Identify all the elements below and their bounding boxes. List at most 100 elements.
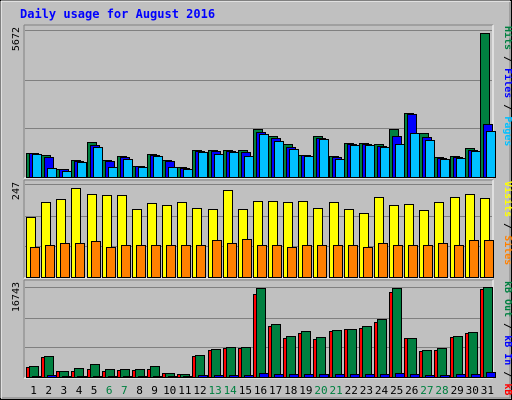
kbf-kbin-kbout-bar-kb-in (138, 376, 148, 378)
kbf-kbin-kbout-bar-kb-in (365, 374, 375, 378)
visits-sites-bar-sites (408, 245, 418, 278)
x-tick-label: 16 (254, 384, 267, 397)
kbf-kbin-kbout-bar-kb-in (486, 372, 496, 378)
visits-sites-bar-sites (91, 241, 101, 278)
x-tick-label: 30 (466, 384, 479, 397)
pages-files-hits-legend: Hits / Files / Pages (502, 26, 512, 146)
visits-sites-legend-item: Sites (502, 235, 512, 265)
kbf-kbin-kbout-bar-kb-in (440, 375, 450, 378)
kbf-kbin-kbout-bar-kb-out (211, 349, 221, 378)
pages-files-hits-bar-pages (319, 139, 329, 178)
visits-sites-bar-sites (302, 245, 312, 278)
x-tick-label: 10 (163, 384, 176, 397)
kbf-kbin-kbout-bar-kb-out (468, 332, 478, 378)
x-tick-label: 15 (239, 384, 252, 397)
x-tick-label: 14 (224, 384, 238, 397)
pages-files-hits-bar-pages (365, 145, 375, 178)
kbf-kbin-kbout-bar-kb-out (90, 364, 100, 378)
kbf-kbin-kbout-bar-kb-out (483, 287, 493, 378)
x-tick-label: 13 (208, 384, 221, 397)
kbf-kbin-kbout-bar-kb-out (332, 330, 342, 378)
pages-files-hits-bar-pages (425, 140, 435, 178)
x-tick-label: 3 (60, 384, 67, 397)
x-tick-label: 27 (420, 384, 433, 397)
kbf-kbin-kbout-legend-separator: / (502, 365, 512, 383)
x-tick-label: 24 (375, 384, 389, 397)
pages-files-hits-bar-pages (244, 156, 254, 178)
pages-files-hits-bar-pages (380, 147, 390, 178)
visits-sites-bar-sites (45, 245, 55, 278)
kbf-kbin-kbout-bar-kb-in (425, 375, 435, 378)
kbf-kbin-kbout-legend-item: kB Out (502, 281, 512, 317)
pages-files-hits-bar-pages (62, 171, 72, 178)
visits-sites-bar-sites (227, 243, 237, 278)
visits-sites-bar-sites (363, 247, 373, 278)
kbf-kbin-kbout-bar-kb-in (289, 374, 299, 378)
x-tick-label: 7 (121, 384, 128, 397)
kbf-kbin-kbout-bar-kb-in (168, 376, 178, 378)
x-tick-label: 28 (435, 384, 448, 397)
pages-files-hits-bar-pages (93, 147, 103, 178)
kbf-kbin-kbout-bar-kb-in (198, 375, 208, 378)
visits-sites-bar-sites (272, 245, 282, 278)
x-tick-label: 19 (299, 384, 312, 397)
pages-files-hits-bar-pages (289, 149, 299, 178)
kbf-kbin-kbout-bar-kb-out (195, 355, 205, 378)
kbf-kbin-kbout-legend-item: kB In (502, 335, 512, 365)
kbf-kbin-kbout-bar-kb-out (226, 347, 236, 378)
x-tick-label: 26 (405, 384, 418, 397)
x-tick-label: 9 (151, 384, 158, 397)
kbf-kbin-kbout-bar-kb-in (395, 373, 405, 378)
kbf-kbin-kbout-bar-kb-in (77, 376, 87, 378)
kbf-kbin-kbout-bar-kb-out (437, 348, 447, 378)
kbf-kbin-kbout-ymax-label: 16743 (11, 282, 22, 312)
kbf-kbin-kbout-legend-item: kB F (502, 383, 512, 400)
visits-sites-bar-sites (469, 240, 479, 278)
pages-files-hits-bar-pages (259, 134, 269, 178)
pages-files-hits-bar-pages (335, 159, 345, 178)
visits-sites-bar-sites (181, 245, 191, 278)
pages-files-hits-bar-pages (77, 162, 87, 178)
x-tick-label: 25 (390, 384, 403, 397)
x-tick-label: 11 (178, 384, 191, 397)
kbf-kbin-kbout-bar-kb-in (244, 375, 254, 378)
x-tick-label: 4 (76, 384, 83, 397)
visits-sites-bar-sites (484, 240, 494, 278)
visits-sites-bar-sites (106, 247, 116, 278)
x-axis-labels: 1 2 3 4 5 6 7 8 9 10 11 12 13 14 15 16 17 18 19 20 21 22 23 24 2… (30, 384, 494, 397)
visits-sites-bar-sites (317, 245, 327, 278)
pages-files-hits-bar-pages (123, 159, 133, 178)
pages-files-hits-bar-pages (274, 141, 284, 178)
pages-files-hits-ymax-label: 5672 (11, 27, 22, 51)
visits-sites-bar-sites (393, 245, 403, 278)
pages-files-hits-bar-pages (214, 154, 224, 178)
kbf-kbin-kbout-bar-kb-out (29, 366, 39, 378)
x-tick-label: 5 (91, 384, 98, 397)
chart-title: Daily usage for August 2016 (20, 7, 215, 21)
visits-sites-bar-sites (287, 247, 297, 278)
pages-files-hits-bar-pages (32, 154, 42, 178)
visits-sites-bar-sites (136, 245, 146, 278)
kbf-kbin-kbout-bar-kb-out (44, 356, 54, 378)
x-tick-label: 18 (284, 384, 297, 397)
kbf-kbin-kbout-bar-kb-in (229, 375, 239, 378)
x-tick-label: 22 (345, 384, 358, 397)
kbf-kbin-kbout-panel: 16743 kB Out / kB In / kB F (11, 279, 512, 400)
pages-files-hits-bar-pages (108, 167, 118, 178)
x-tick-label: 31 (481, 384, 494, 397)
pages-files-hits-bar-pages (198, 152, 208, 178)
pages-files-hits-bar-pages (304, 156, 314, 178)
visits-sites-bar-sites (454, 245, 464, 278)
x-tick-label: 8 (136, 384, 143, 397)
pages-files-hits-legend-separator: / (502, 98, 512, 116)
pages-files-hits-bar-pages (395, 144, 405, 178)
kbf-kbin-kbout-bar-kb-out (362, 326, 372, 378)
kbf-kbin-kbout-bar-kb-in (304, 374, 314, 378)
visits-sites-bar-sites (75, 243, 85, 278)
pages-files-hits-legend-item: Pages (502, 116, 512, 146)
kbf-kbin-kbout-bar-kb-out (407, 338, 417, 378)
kbf-kbin-kbout-bar-kb-in (108, 376, 118, 378)
kbf-kbin-kbout-bar-kb-in (456, 374, 466, 378)
